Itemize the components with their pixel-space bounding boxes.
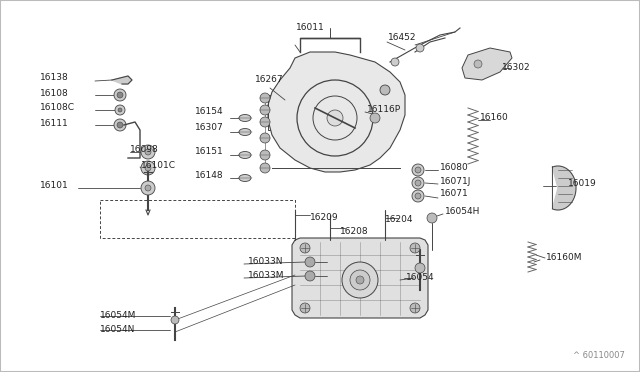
Text: 16151: 16151 bbox=[195, 148, 224, 157]
Circle shape bbox=[391, 58, 399, 66]
Text: 16208: 16208 bbox=[340, 228, 369, 237]
Text: 16148: 16148 bbox=[195, 171, 223, 180]
Text: 16116P: 16116P bbox=[367, 106, 401, 115]
Circle shape bbox=[145, 149, 151, 155]
Circle shape bbox=[370, 113, 380, 123]
Circle shape bbox=[145, 185, 151, 191]
Circle shape bbox=[141, 181, 155, 195]
Ellipse shape bbox=[239, 151, 251, 158]
Ellipse shape bbox=[239, 115, 251, 122]
Circle shape bbox=[427, 213, 437, 223]
Circle shape bbox=[415, 193, 421, 199]
Text: 16452: 16452 bbox=[388, 33, 417, 42]
Text: 16307: 16307 bbox=[195, 122, 224, 131]
Text: 16209: 16209 bbox=[310, 214, 339, 222]
Text: 16071J: 16071J bbox=[440, 176, 472, 186]
Circle shape bbox=[114, 119, 126, 131]
Circle shape bbox=[415, 167, 421, 173]
Text: 16071: 16071 bbox=[440, 189, 468, 199]
Polygon shape bbox=[462, 48, 512, 80]
Text: 16101: 16101 bbox=[40, 182, 68, 190]
Circle shape bbox=[118, 108, 122, 112]
Circle shape bbox=[145, 165, 151, 171]
Circle shape bbox=[412, 164, 424, 176]
Text: 16160M: 16160M bbox=[546, 253, 582, 263]
Circle shape bbox=[260, 93, 270, 103]
Circle shape bbox=[117, 122, 123, 128]
Text: ^ 60110007: ^ 60110007 bbox=[573, 351, 625, 360]
Text: 16160: 16160 bbox=[480, 113, 509, 122]
Text: 16011: 16011 bbox=[296, 23, 324, 32]
Circle shape bbox=[260, 117, 270, 127]
Circle shape bbox=[412, 190, 424, 202]
Circle shape bbox=[117, 92, 123, 98]
Text: 16054: 16054 bbox=[406, 273, 435, 282]
Circle shape bbox=[300, 243, 310, 253]
Text: 16054M: 16054M bbox=[100, 311, 136, 320]
Polygon shape bbox=[552, 166, 576, 210]
Ellipse shape bbox=[239, 128, 251, 135]
Circle shape bbox=[474, 60, 482, 68]
Circle shape bbox=[410, 243, 420, 253]
Circle shape bbox=[416, 44, 424, 52]
Circle shape bbox=[260, 163, 270, 173]
Circle shape bbox=[350, 270, 370, 290]
Text: 16204: 16204 bbox=[385, 215, 413, 224]
Circle shape bbox=[380, 85, 390, 95]
Text: 16054H: 16054H bbox=[445, 208, 481, 217]
Circle shape bbox=[412, 177, 424, 189]
Circle shape bbox=[327, 110, 343, 126]
Text: 16108C: 16108C bbox=[40, 103, 75, 112]
Circle shape bbox=[260, 133, 270, 143]
Polygon shape bbox=[268, 52, 405, 172]
Text: 16033N: 16033N bbox=[248, 257, 284, 266]
Text: 16111: 16111 bbox=[40, 119, 68, 128]
Text: 16302: 16302 bbox=[502, 64, 531, 73]
Text: 16033M: 16033M bbox=[248, 272, 285, 280]
Circle shape bbox=[260, 150, 270, 160]
Circle shape bbox=[410, 303, 420, 313]
Circle shape bbox=[415, 263, 425, 273]
Text: 16267: 16267 bbox=[255, 76, 284, 84]
Polygon shape bbox=[112, 76, 132, 84]
Circle shape bbox=[141, 161, 155, 175]
Circle shape bbox=[415, 180, 421, 186]
Circle shape bbox=[305, 257, 315, 267]
Circle shape bbox=[171, 316, 179, 324]
Text: 16101C: 16101C bbox=[141, 160, 176, 170]
Text: 16138: 16138 bbox=[40, 74, 68, 83]
Text: 16080: 16080 bbox=[440, 164, 468, 173]
Circle shape bbox=[305, 271, 315, 281]
Circle shape bbox=[260, 105, 270, 115]
Circle shape bbox=[356, 276, 364, 284]
Ellipse shape bbox=[239, 174, 251, 182]
Circle shape bbox=[114, 89, 126, 101]
Text: 16054N: 16054N bbox=[100, 324, 136, 334]
Text: 16154: 16154 bbox=[195, 108, 223, 116]
Circle shape bbox=[342, 262, 378, 298]
Text: 16098: 16098 bbox=[130, 145, 159, 154]
Polygon shape bbox=[292, 238, 428, 318]
Text: 16019: 16019 bbox=[568, 179, 596, 187]
Circle shape bbox=[115, 105, 125, 115]
Text: 16108: 16108 bbox=[40, 89, 68, 97]
Circle shape bbox=[300, 303, 310, 313]
Circle shape bbox=[141, 145, 155, 159]
